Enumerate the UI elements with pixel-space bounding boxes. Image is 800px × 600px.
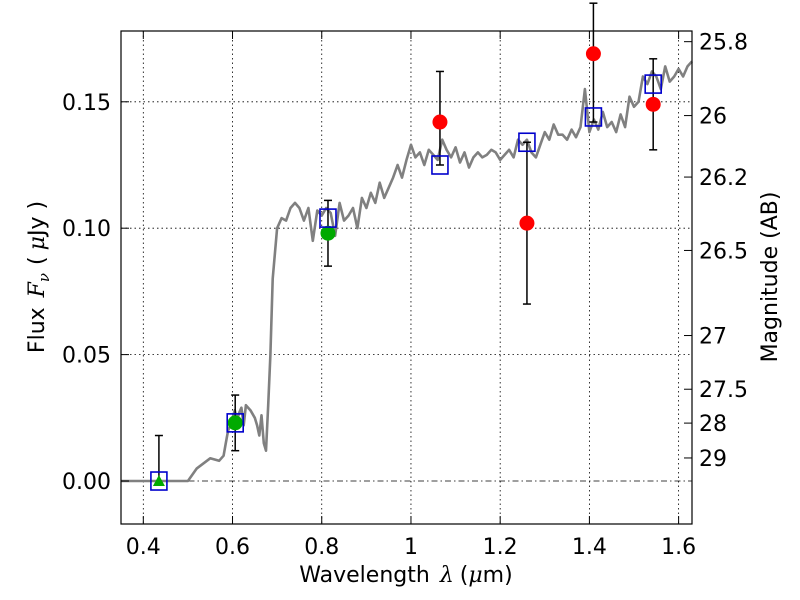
model-sed-line — [121, 60, 693, 483]
y-axis-label: FluxFν(μJy ) — [25, 201, 53, 353]
axis-ticks — [121, 31, 692, 524]
y-tick-label: 0.15 — [62, 91, 111, 116]
x-tick-label: 1.2 — [483, 535, 518, 560]
y2-tick-label: 28 — [699, 412, 727, 437]
x-tick-label: 0.6 — [215, 535, 250, 560]
model-band-marker — [226, 413, 244, 433]
x-tick-label: 1 — [404, 535, 418, 560]
y2-tick-label: 26 — [699, 105, 727, 130]
model-photometry-boxes — [150, 74, 662, 491]
y2-tick-label: 26.5 — [699, 239, 748, 264]
y-tick-label: 0.10 — [62, 217, 111, 242]
model-band-marker — [518, 132, 536, 153]
x-tick-label: 0.8 — [304, 535, 339, 560]
plot-frame — [120, 30, 693, 525]
model-band-marker — [431, 155, 449, 175]
model-band-marker — [644, 74, 662, 94]
observed-points — [152, 46, 661, 487]
y2-tick-labels: 25.8 26 26.2 26.5 27 27.5 28 29 — [699, 31, 748, 472]
y-tick-label: 0.00 — [62, 470, 111, 495]
upper-limit-marker — [152, 475, 165, 487]
x-tick-labels: 0.4 0.6 0.8 1 1.2 1.4 1.6 — [126, 535, 696, 560]
y2-axis-label: Magnitude (AB) — [758, 192, 783, 363]
model-band-marker — [150, 471, 168, 491]
x-tick-label: 1.6 — [661, 535, 696, 560]
x-tick-label: 1.4 — [572, 535, 607, 560]
observed-marker — [227, 415, 243, 431]
observed-marker — [320, 225, 336, 241]
observed-marker — [432, 114, 448, 130]
x-axis-label: Wavelength λ (μm) — [299, 563, 512, 588]
error-bars — [154, 2, 658, 482]
model-sed-series — [121, 60, 693, 483]
observed-marker — [519, 215, 535, 231]
x-tick-label: 0.4 — [126, 535, 161, 560]
observed-marker — [585, 46, 601, 62]
model-band-marker — [584, 107, 603, 127]
y-tick-label: 0.05 — [62, 344, 111, 369]
y-tick-labels: 0.00 0.05 0.10 0.15 — [62, 91, 111, 495]
grid-lines — [121, 31, 692, 524]
model-band-marker — [319, 208, 337, 228]
y2-tick-label: 27.5 — [699, 378, 748, 403]
observed-marker — [645, 96, 661, 112]
y2-tick-label: 27 — [699, 325, 727, 350]
y2-tick-label: 26.2 — [699, 166, 748, 191]
y2-tick-label: 25.8 — [699, 31, 748, 56]
y2-tick-label: 29 — [699, 447, 727, 472]
